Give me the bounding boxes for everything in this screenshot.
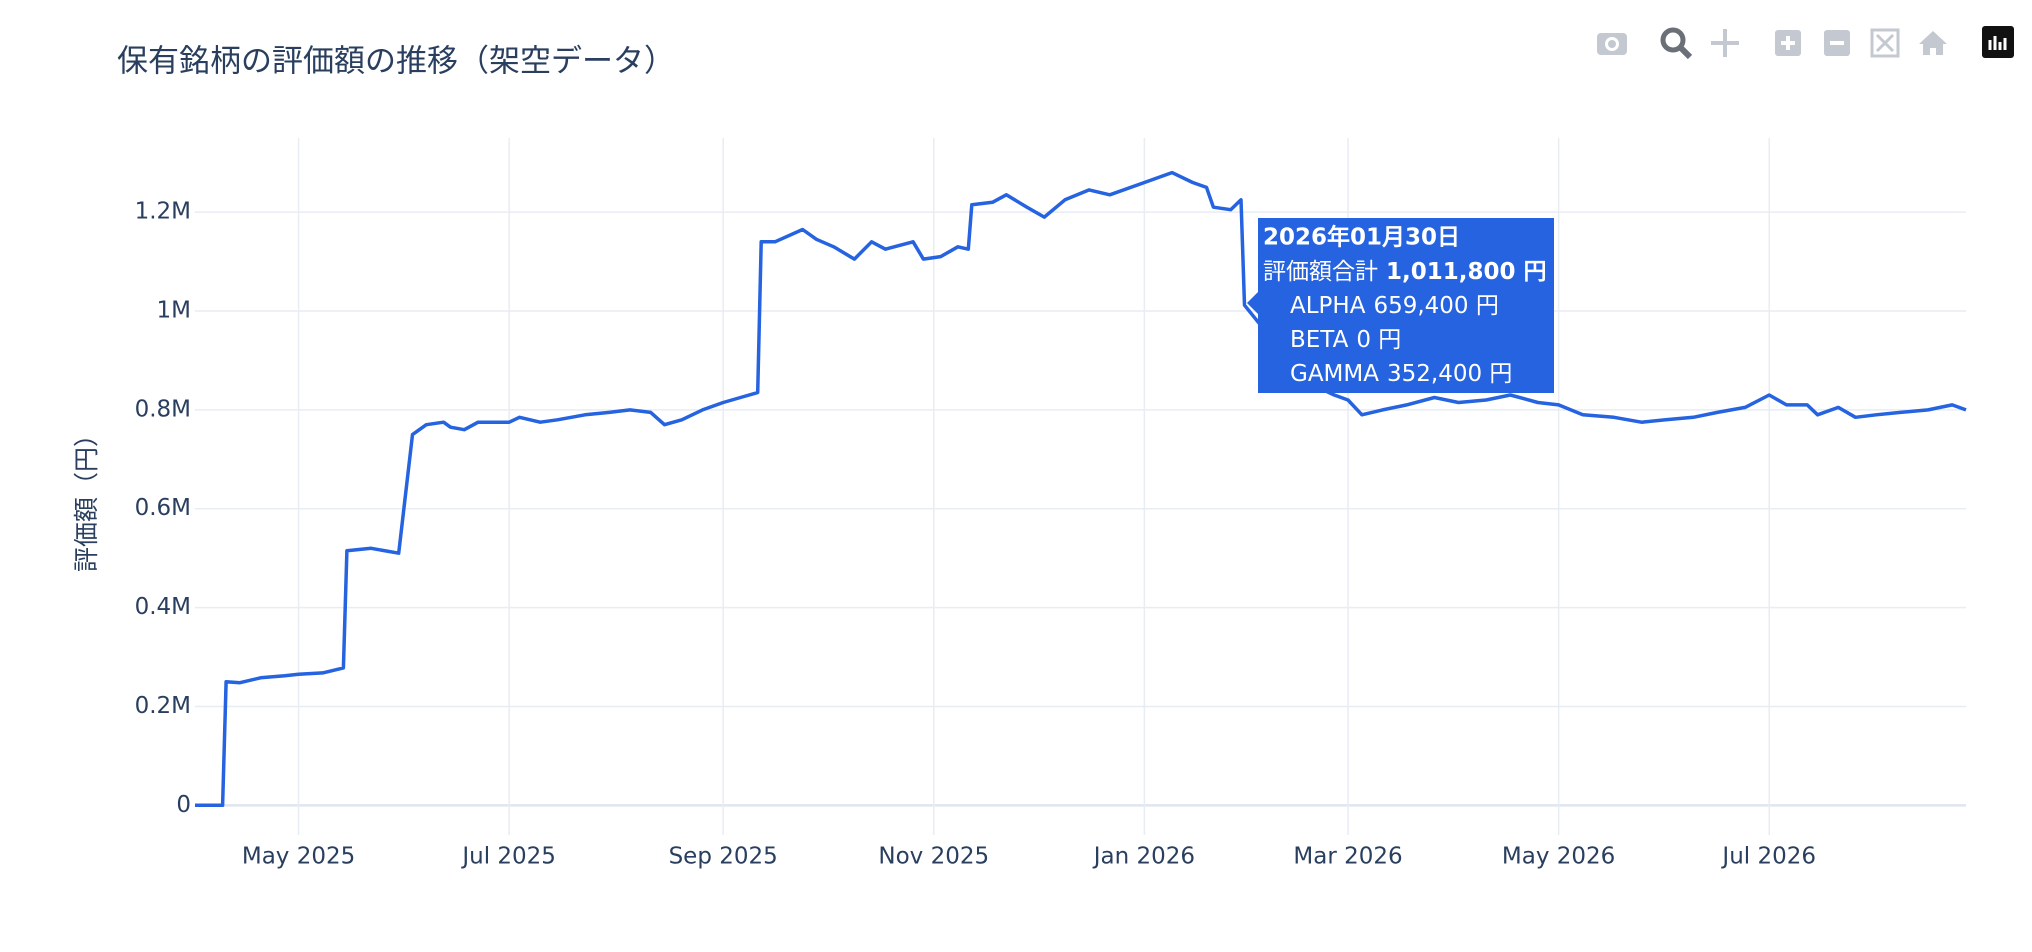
x-tick-label: Jul 2025 xyxy=(460,844,556,870)
x-tick-label: Sep 2025 xyxy=(669,844,778,870)
tooltip-item: ALPHA 659,400 円 xyxy=(1290,293,1499,319)
tooltip-item-name: GAMMA xyxy=(1290,361,1379,387)
zoom-in-button[interactable] xyxy=(1775,30,1801,56)
x-tick-label: Mar 2026 xyxy=(1293,844,1402,870)
tooltip-item: GAMMA 352,400 円 xyxy=(1290,361,1512,387)
camera-button[interactable] xyxy=(1597,33,1627,55)
tooltip-total: 評価額合計 1,011,800 円 xyxy=(1263,259,1547,285)
tooltip-item-value: 352,400 円 xyxy=(1387,361,1512,387)
tooltip-item: BETA 0 円 xyxy=(1290,327,1401,353)
y-tick-label: 1M xyxy=(157,298,191,324)
tooltip-title: 2026年01月30日 xyxy=(1263,224,1460,251)
y-tick-label: 1.2M xyxy=(135,199,191,225)
x-tick-label: May 2025 xyxy=(242,844,355,870)
chart-title: 保有銘柄の評価額の推移（架空データ） xyxy=(117,44,675,80)
line-series xyxy=(195,170,1967,808)
modebar xyxy=(1597,26,2014,60)
y-tick-label: 0.6M xyxy=(135,495,191,521)
tooltip-item-name: ALPHA xyxy=(1290,293,1366,319)
tooltip-box xyxy=(1247,218,1554,393)
tooltip-total-value: 1,011,800 円 xyxy=(1386,259,1547,285)
x-tick-label: Nov 2025 xyxy=(878,844,989,870)
reset-button[interactable] xyxy=(1919,31,1947,55)
zoom-out-button[interactable] xyxy=(1824,30,1850,56)
x-tick-label: Jul 2026 xyxy=(1720,844,1816,870)
y-tick-label: 0.2M xyxy=(135,693,191,719)
y-axis-title: 評価額（円） xyxy=(72,422,101,572)
x-tick-label: May 2026 xyxy=(1502,844,1615,870)
x-tick-label: Jan 2026 xyxy=(1092,844,1195,870)
tooltip-item-value: 659,400 円 xyxy=(1373,293,1498,319)
tooltip-item-value: 0 円 xyxy=(1356,327,1401,353)
tooltip-total-label: 評価額合計 xyxy=(1263,259,1378,285)
y-tick-label: 0 xyxy=(176,792,191,818)
autoscale-button[interactable] xyxy=(1870,28,1900,58)
y-tick-label: 0.8M xyxy=(135,396,191,422)
zoom-button[interactable] xyxy=(1660,27,1693,60)
tooltip-item-name: BETA xyxy=(1290,327,1349,353)
y-tick-label: 0.4M xyxy=(135,594,191,620)
plotly-logo[interactable] xyxy=(1982,26,2014,58)
pan-button[interactable] xyxy=(1711,29,1739,57)
